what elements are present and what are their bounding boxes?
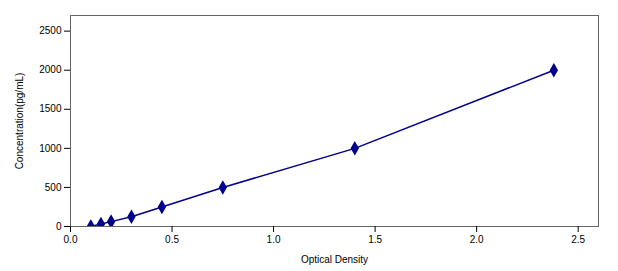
svg-text:0.5: 0.5	[165, 234, 179, 245]
svg-text:Concentration(pg/mL): Concentration(pg/mL)	[14, 73, 25, 170]
svg-text:500: 500	[45, 182, 62, 193]
svg-text:1500: 1500	[39, 103, 62, 114]
svg-text:2.0: 2.0	[470, 234, 484, 245]
svg-text:0.0: 0.0	[64, 234, 78, 245]
svg-text:2000: 2000	[39, 64, 62, 75]
svg-text:2500: 2500	[39, 25, 62, 36]
svg-text:1000: 1000	[39, 143, 62, 154]
svg-text:1.5: 1.5	[368, 234, 382, 245]
svg-text:0: 0	[56, 221, 62, 232]
svg-text:Optical Density: Optical Density	[301, 254, 368, 265]
svg-text:1.0: 1.0	[267, 234, 281, 245]
svg-text:2.5: 2.5	[571, 234, 585, 245]
